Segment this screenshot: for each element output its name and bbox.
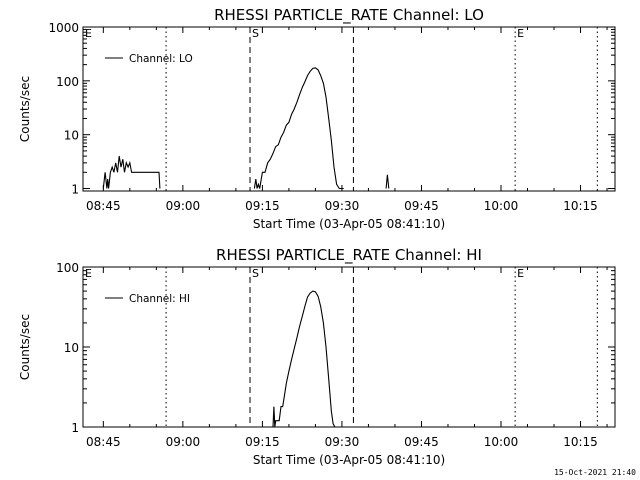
legend-label: Channel: HI — [129, 293, 190, 305]
y-tick-label: 1 — [71, 421, 79, 435]
x-axis-label: Start Time (03-Apr-05 08:41:10) — [253, 217, 445, 231]
x-tick-label: 09:45 — [404, 199, 439, 213]
y-tick-label: 10 — [64, 341, 79, 355]
plot-frame — [82, 266, 616, 428]
x-tick-label: 09:30 — [325, 435, 360, 449]
event-marker-label: E — [517, 27, 524, 40]
corner-marker-label: E — [85, 267, 92, 280]
chart-title: RHESSI PARTICLE_RATE Channel: LO — [214, 6, 484, 25]
y-tick-label: 100 — [56, 261, 79, 275]
x-axis-label: Start Time (03-Apr-05 08:41:10) — [253, 453, 445, 467]
x-tick-label: 09:30 — [325, 199, 360, 213]
y-axis-label: Counts/sec — [18, 314, 32, 380]
chart-panel-2 — [82, 266, 616, 428]
y-axis-label: Counts/sec — [18, 76, 32, 142]
x-tick-label: 10:15 — [563, 435, 598, 449]
legend-label: Channel: LO — [129, 53, 193, 65]
chart-title: RHESSI PARTICLE_RATE Channel: HI — [216, 246, 482, 265]
series-line — [102, 67, 390, 190]
x-tick-label: 08:45 — [86, 199, 121, 213]
x-tick-label: 08:45 — [86, 435, 121, 449]
corner-marker-label: E — [85, 27, 92, 40]
plot-frame — [82, 26, 616, 192]
event-marker-label: S — [252, 267, 259, 280]
x-tick-label: 10:00 — [484, 435, 519, 449]
event-marker-label: S — [252, 27, 259, 40]
x-tick-label: 09:45 — [404, 435, 439, 449]
y-tick-label: 100 — [56, 75, 79, 89]
event-marker-label: E — [517, 267, 524, 280]
x-tick-label: 10:00 — [484, 199, 519, 213]
x-tick-label: 09:15 — [245, 199, 280, 213]
x-tick-label: 09:00 — [166, 199, 201, 213]
x-tick-label: 10:15 — [563, 199, 598, 213]
x-tick-label: 09:00 — [166, 435, 201, 449]
series-line — [272, 290, 336, 428]
y-tick-label: 1000 — [48, 21, 79, 35]
x-tick-label: 09:15 — [245, 435, 280, 449]
y-tick-label: 10 — [64, 129, 79, 143]
chart-panel-1 — [82, 26, 616, 192]
y-tick-label: 1 — [71, 183, 79, 197]
plot-timestamp: 15-Oct-2021 21:40 — [554, 468, 636, 477]
